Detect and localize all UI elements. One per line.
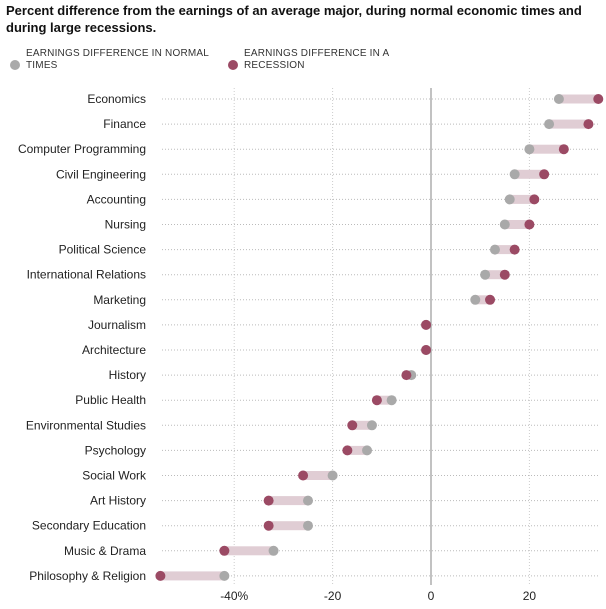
range-bar-social-work bbox=[303, 471, 333, 480]
range-bar-philosophy-and-religion bbox=[160, 571, 225, 581]
chart-title: Percent difference from the earnings of … bbox=[6, 3, 582, 35]
recession-dot-history bbox=[401, 370, 412, 381]
category-label-political-science: Political Science bbox=[59, 243, 147, 257]
x-tick-label-2: 0 bbox=[428, 589, 435, 603]
x-tick-label-0: -40% bbox=[220, 589, 248, 603]
range-bar-accounting bbox=[509, 194, 535, 204]
legend-normal-label: EARNINGS DIFFERENCE IN NORMAL TIMES bbox=[26, 48, 209, 71]
normal-dot-art-history bbox=[303, 495, 313, 506]
range-bar-psychology bbox=[347, 445, 368, 455]
range-bar-computer-programming bbox=[529, 144, 564, 154]
range-bar-secondary-education bbox=[268, 521, 308, 531]
category-label-psychology: Psychology bbox=[85, 443, 146, 457]
range-bar-finance bbox=[549, 119, 589, 129]
category-label-computer-programming: Computer Programming bbox=[18, 142, 146, 156]
recession-dot-psychology bbox=[342, 445, 353, 456]
recession-dot-journalism bbox=[421, 319, 432, 330]
category-label-accounting: Accounting bbox=[87, 192, 146, 206]
recession-dot-accounting bbox=[529, 194, 540, 205]
range-bar-nursing bbox=[504, 220, 530, 229]
recession-dot-marketing bbox=[485, 294, 496, 305]
category-label-economics: Economics bbox=[87, 92, 146, 106]
range-bar-environmental-studies bbox=[352, 420, 372, 430]
recession-dot-international-relations bbox=[499, 269, 510, 280]
normal-dot-accounting bbox=[504, 194, 515, 205]
legend-recession-dot-icon bbox=[228, 60, 238, 70]
recession-dot-civil-engineering bbox=[539, 169, 550, 180]
recession-dot-social-work bbox=[298, 470, 309, 481]
recession-dot-music-and-drama bbox=[219, 545, 230, 556]
normal-dot-international-relations bbox=[480, 269, 491, 280]
range-bar-marketing bbox=[475, 295, 491, 305]
recession-dot-computer-programming bbox=[558, 144, 569, 155]
normal-dot-psychology bbox=[362, 445, 373, 456]
normal-dot-public-health bbox=[386, 395, 397, 406]
normal-dot-computer-programming bbox=[524, 144, 535, 155]
range-bar-civil-engineering bbox=[514, 169, 545, 179]
category-label-public-health: Public Health bbox=[75, 393, 146, 407]
legend-recession: EARNINGS DIFFERENCE IN A RECESSION bbox=[228, 48, 418, 72]
range-bar-economics bbox=[558, 94, 599, 104]
category-label-architecture: Architecture bbox=[82, 343, 146, 357]
category-label-social-work: Social Work bbox=[82, 469, 147, 483]
category-label-art-history: Art History bbox=[90, 494, 146, 508]
category-label-finance: Finance bbox=[103, 117, 146, 131]
range-bar-international-relations bbox=[485, 270, 505, 280]
category-label-marketing: Marketing bbox=[93, 293, 146, 307]
x-tick-label-3: 20 bbox=[523, 589, 537, 603]
range-bar-music-and-drama bbox=[224, 546, 274, 556]
recession-dot-secondary-education bbox=[263, 520, 274, 531]
normal-dot-civil-engineering bbox=[509, 169, 520, 180]
recession-dot-political-science bbox=[509, 244, 520, 255]
normal-dot-finance bbox=[544, 119, 555, 130]
recession-dot-economics bbox=[593, 94, 604, 104]
normal-dot-environmental-studies bbox=[366, 420, 377, 431]
normal-dot-marketing bbox=[470, 294, 481, 305]
normal-dot-economics bbox=[553, 94, 564, 104]
category-label-secondary-education: Secondary Education bbox=[32, 519, 146, 533]
normal-dot-nursing bbox=[499, 219, 510, 230]
category-label-civil-engineering: Civil Engineering bbox=[56, 167, 146, 181]
category-label-journalism: Journalism bbox=[88, 318, 146, 332]
normal-dot-secondary-education bbox=[303, 520, 313, 531]
category-label-history: History bbox=[109, 368, 146, 382]
category-label-international-relations: International Relations bbox=[27, 268, 146, 282]
category-label-music-and-drama: Music & Drama bbox=[64, 544, 146, 558]
recession-dot-public-health bbox=[371, 395, 382, 406]
normal-dot-social-work bbox=[327, 470, 338, 481]
recession-dot-art-history bbox=[263, 495, 274, 506]
range-bar-art-history bbox=[268, 496, 308, 506]
normal-dot-music-and-drama bbox=[268, 545, 279, 556]
normal-dot-political-science bbox=[489, 244, 500, 255]
normal-dot-philosophy-and-religion bbox=[219, 570, 230, 581]
recession-dot-environmental-studies bbox=[347, 420, 358, 431]
recession-dot-nursing bbox=[524, 219, 535, 230]
legend-normal: EARNINGS DIFFERENCE IN NORMAL TIMES bbox=[10, 48, 222, 72]
range-bar-political-science bbox=[494, 245, 515, 255]
x-tick-label-1: -20 bbox=[324, 589, 342, 603]
legend-normal-dot-icon bbox=[10, 60, 20, 70]
legend-recession-label: EARNINGS DIFFERENCE IN A RECESSION bbox=[244, 48, 389, 71]
range-bar-public-health bbox=[376, 395, 392, 405]
recession-dot-finance bbox=[583, 119, 594, 130]
recession-dot-architecture bbox=[421, 345, 432, 355]
category-label-nursing: Nursing bbox=[105, 218, 146, 232]
category-label-philosophy-and-religion: Philosophy & Religion bbox=[29, 569, 146, 583]
category-label-environmental-studies: Environmental Studies bbox=[26, 418, 146, 432]
recession-dot-philosophy-and-religion bbox=[155, 570, 166, 581]
